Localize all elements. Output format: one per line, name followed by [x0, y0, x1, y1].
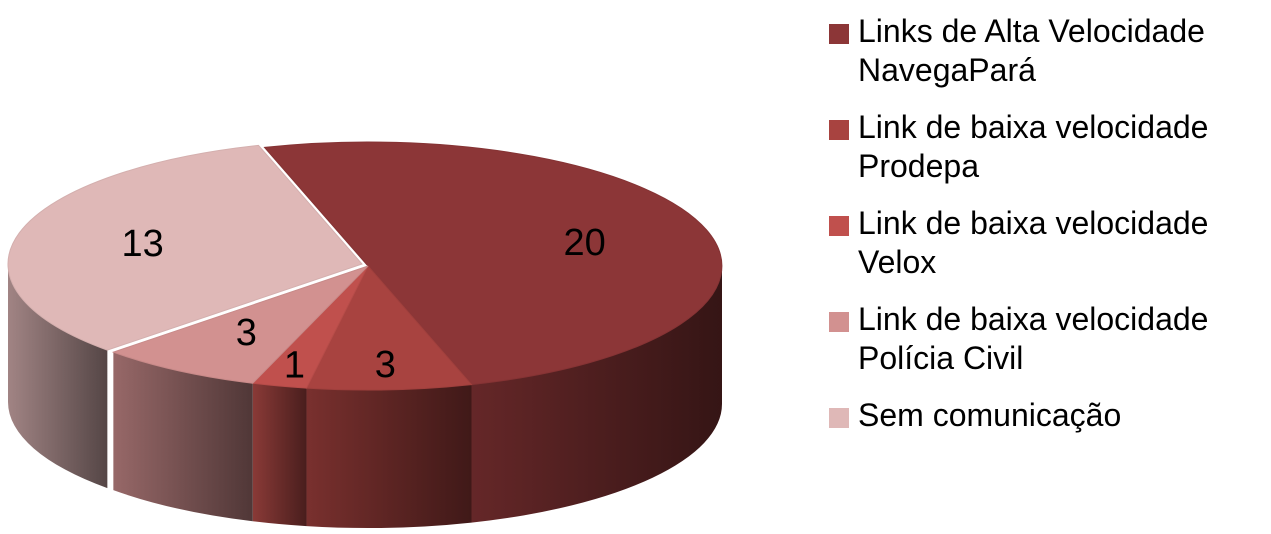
pie-slice-4 [7, 144, 363, 351]
legend-item-4: Sem comunicação [829, 396, 1269, 435]
legend-swatch-2 [829, 216, 849, 236]
pie-slice-side-1 [306, 384, 472, 528]
slice-label-4: 13 [122, 223, 164, 265]
legend: Links de Alta Velocidade NavegaPará Link … [829, 12, 1269, 453]
legend-label-3: Link de baixa velocidade Polícia Civil [858, 301, 1209, 376]
legend-item-1: Link de baixa velocidade Prodepa [829, 108, 1269, 186]
legend-swatch-0 [829, 24, 849, 44]
legend-swatch-4 [829, 408, 849, 428]
slice-label-2: 1 [284, 345, 305, 387]
legend-swatch-3 [829, 312, 849, 332]
legend-item-0: Links de Alta Velocidade NavegaPará [829, 12, 1269, 90]
legend-label-4: Sem comunicação [858, 397, 1122, 433]
legend-item-3: Link de baixa velocidade Polícia Civil [829, 300, 1269, 378]
pie-slice-1 [305, 265, 473, 391]
slice-label-3: 3 [236, 312, 257, 354]
pie-slice-side-4 [8, 264, 108, 489]
pie-slice-side-2 [252, 383, 307, 527]
legend-label-2: Link de baixa velocidade Velox [858, 205, 1209, 280]
slice-label-0: 20 [564, 222, 606, 264]
legend-swatch-1 [829, 120, 849, 140]
pie-slice-side-3 [113, 352, 253, 522]
pie-slice-3 [111, 265, 369, 384]
legend-label-0: Links de Alta Velocidade NavegaPará [858, 13, 1205, 88]
legend-label-1: Link de baixa velocidade Prodepa [858, 109, 1209, 184]
legend-item-2: Link de baixa velocidade Velox [829, 204, 1269, 282]
pie-slice-0 [263, 141, 723, 386]
pie-slice-side-0 [471, 266, 722, 523]
slice-label-1: 3 [375, 344, 396, 386]
